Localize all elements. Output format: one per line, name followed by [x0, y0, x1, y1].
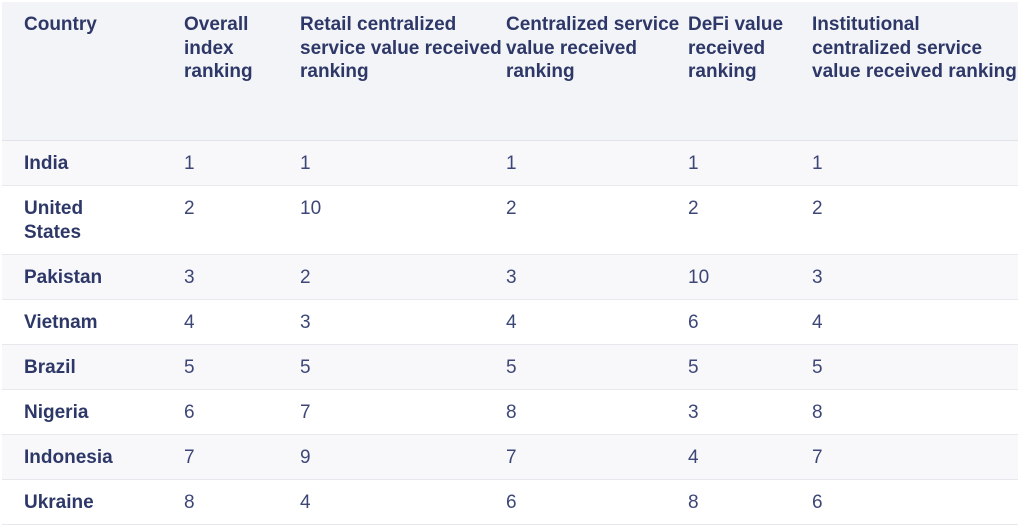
country-cell: Vietnam [24, 312, 98, 333]
rank-cell: 1 [506, 153, 517, 174]
rank-cell: 5 [812, 357, 823, 378]
rank-cell: 4 [812, 312, 823, 333]
rank-cell: 6 [184, 402, 195, 423]
country-cell: Pakistan [24, 267, 103, 288]
rank-cell: 8 [184, 492, 195, 513]
rank-cell: 4 [688, 447, 699, 468]
rank-cell: 2 [506, 198, 517, 219]
header-overall-index-ranking: Overall index ranking [184, 14, 253, 82]
rank-cell: 5 [688, 357, 699, 378]
rank-cell: 6 [506, 492, 517, 513]
rank-cell: 3 [184, 267, 195, 288]
rank-cell: 4 [300, 492, 311, 513]
rank-cell: 8 [688, 492, 699, 513]
ranking-table: Country Overall index ranking Retail cen… [2, 2, 1018, 525]
country-cell: United States [24, 198, 84, 243]
rank-cell: 3 [812, 267, 823, 288]
country-cell: Ukraine [24, 492, 94, 513]
table-row: Brazil 5 5 5 5 5 [2, 345, 1018, 390]
rank-cell: 8 [506, 402, 517, 423]
rank-cell: 6 [688, 312, 699, 333]
rank-cell: 3 [688, 402, 699, 423]
rank-cell: 1 [300, 153, 311, 174]
table-row: United States 2 10 2 2 2 [2, 186, 1018, 255]
rank-cell: 3 [506, 267, 517, 288]
rank-cell: 3 [300, 312, 311, 333]
rank-cell: 2 [812, 198, 823, 219]
table-row: Vietnam 4 3 4 6 4 [2, 300, 1018, 345]
rank-cell: 6 [812, 492, 823, 513]
header-institutional-ranking: Institutional centralized service value … [812, 14, 1017, 82]
table-header-row: Country Overall index ranking Retail cen… [2, 2, 1018, 141]
rank-cell: 1 [812, 153, 823, 174]
rank-cell: 4 [506, 312, 517, 333]
rank-cell: 7 [184, 447, 195, 468]
rank-cell: 1 [688, 153, 699, 174]
table-row: Ukraine 8 4 6 8 6 [2, 480, 1018, 525]
header-centralized-ranking: Centralized service value received ranki… [506, 14, 680, 82]
rank-cell: 5 [300, 357, 311, 378]
table-row: Nigeria 6 7 8 3 8 [2, 390, 1018, 435]
rank-cell: 4 [184, 312, 195, 333]
table-body: India 1 1 1 1 1 United States 2 10 2 2 2… [2, 141, 1018, 525]
header-country: Country [24, 14, 97, 35]
table-row: India 1 1 1 1 1 [2, 141, 1018, 186]
rank-cell: 7 [812, 447, 823, 468]
country-cell: Brazil [24, 357, 76, 378]
rank-cell: 1 [184, 153, 195, 174]
rank-cell: 2 [688, 198, 699, 219]
rank-cell: 2 [184, 198, 195, 219]
table-row: Pakistan 3 2 3 10 3 [2, 255, 1018, 300]
rank-cell: 5 [506, 357, 517, 378]
rank-cell: 8 [812, 402, 823, 423]
rank-cell: 7 [300, 402, 311, 423]
rank-cell: 9 [300, 447, 311, 468]
rank-cell: 5 [184, 357, 195, 378]
rank-cell: 7 [506, 447, 517, 468]
rank-cell: 2 [300, 267, 311, 288]
country-cell: Nigeria [24, 402, 89, 423]
header-defi-ranking: DeFi value received ranking [688, 14, 784, 82]
country-cell: Indonesia [24, 447, 113, 468]
table-row: Indonesia 7 9 7 4 7 [2, 435, 1018, 480]
country-cell: India [24, 153, 69, 174]
rank-cell: 10 [688, 267, 710, 288]
rank-cell: 10 [300, 198, 322, 219]
header-retail-centralized-ranking: Retail centralized service value receive… [300, 14, 502, 82]
